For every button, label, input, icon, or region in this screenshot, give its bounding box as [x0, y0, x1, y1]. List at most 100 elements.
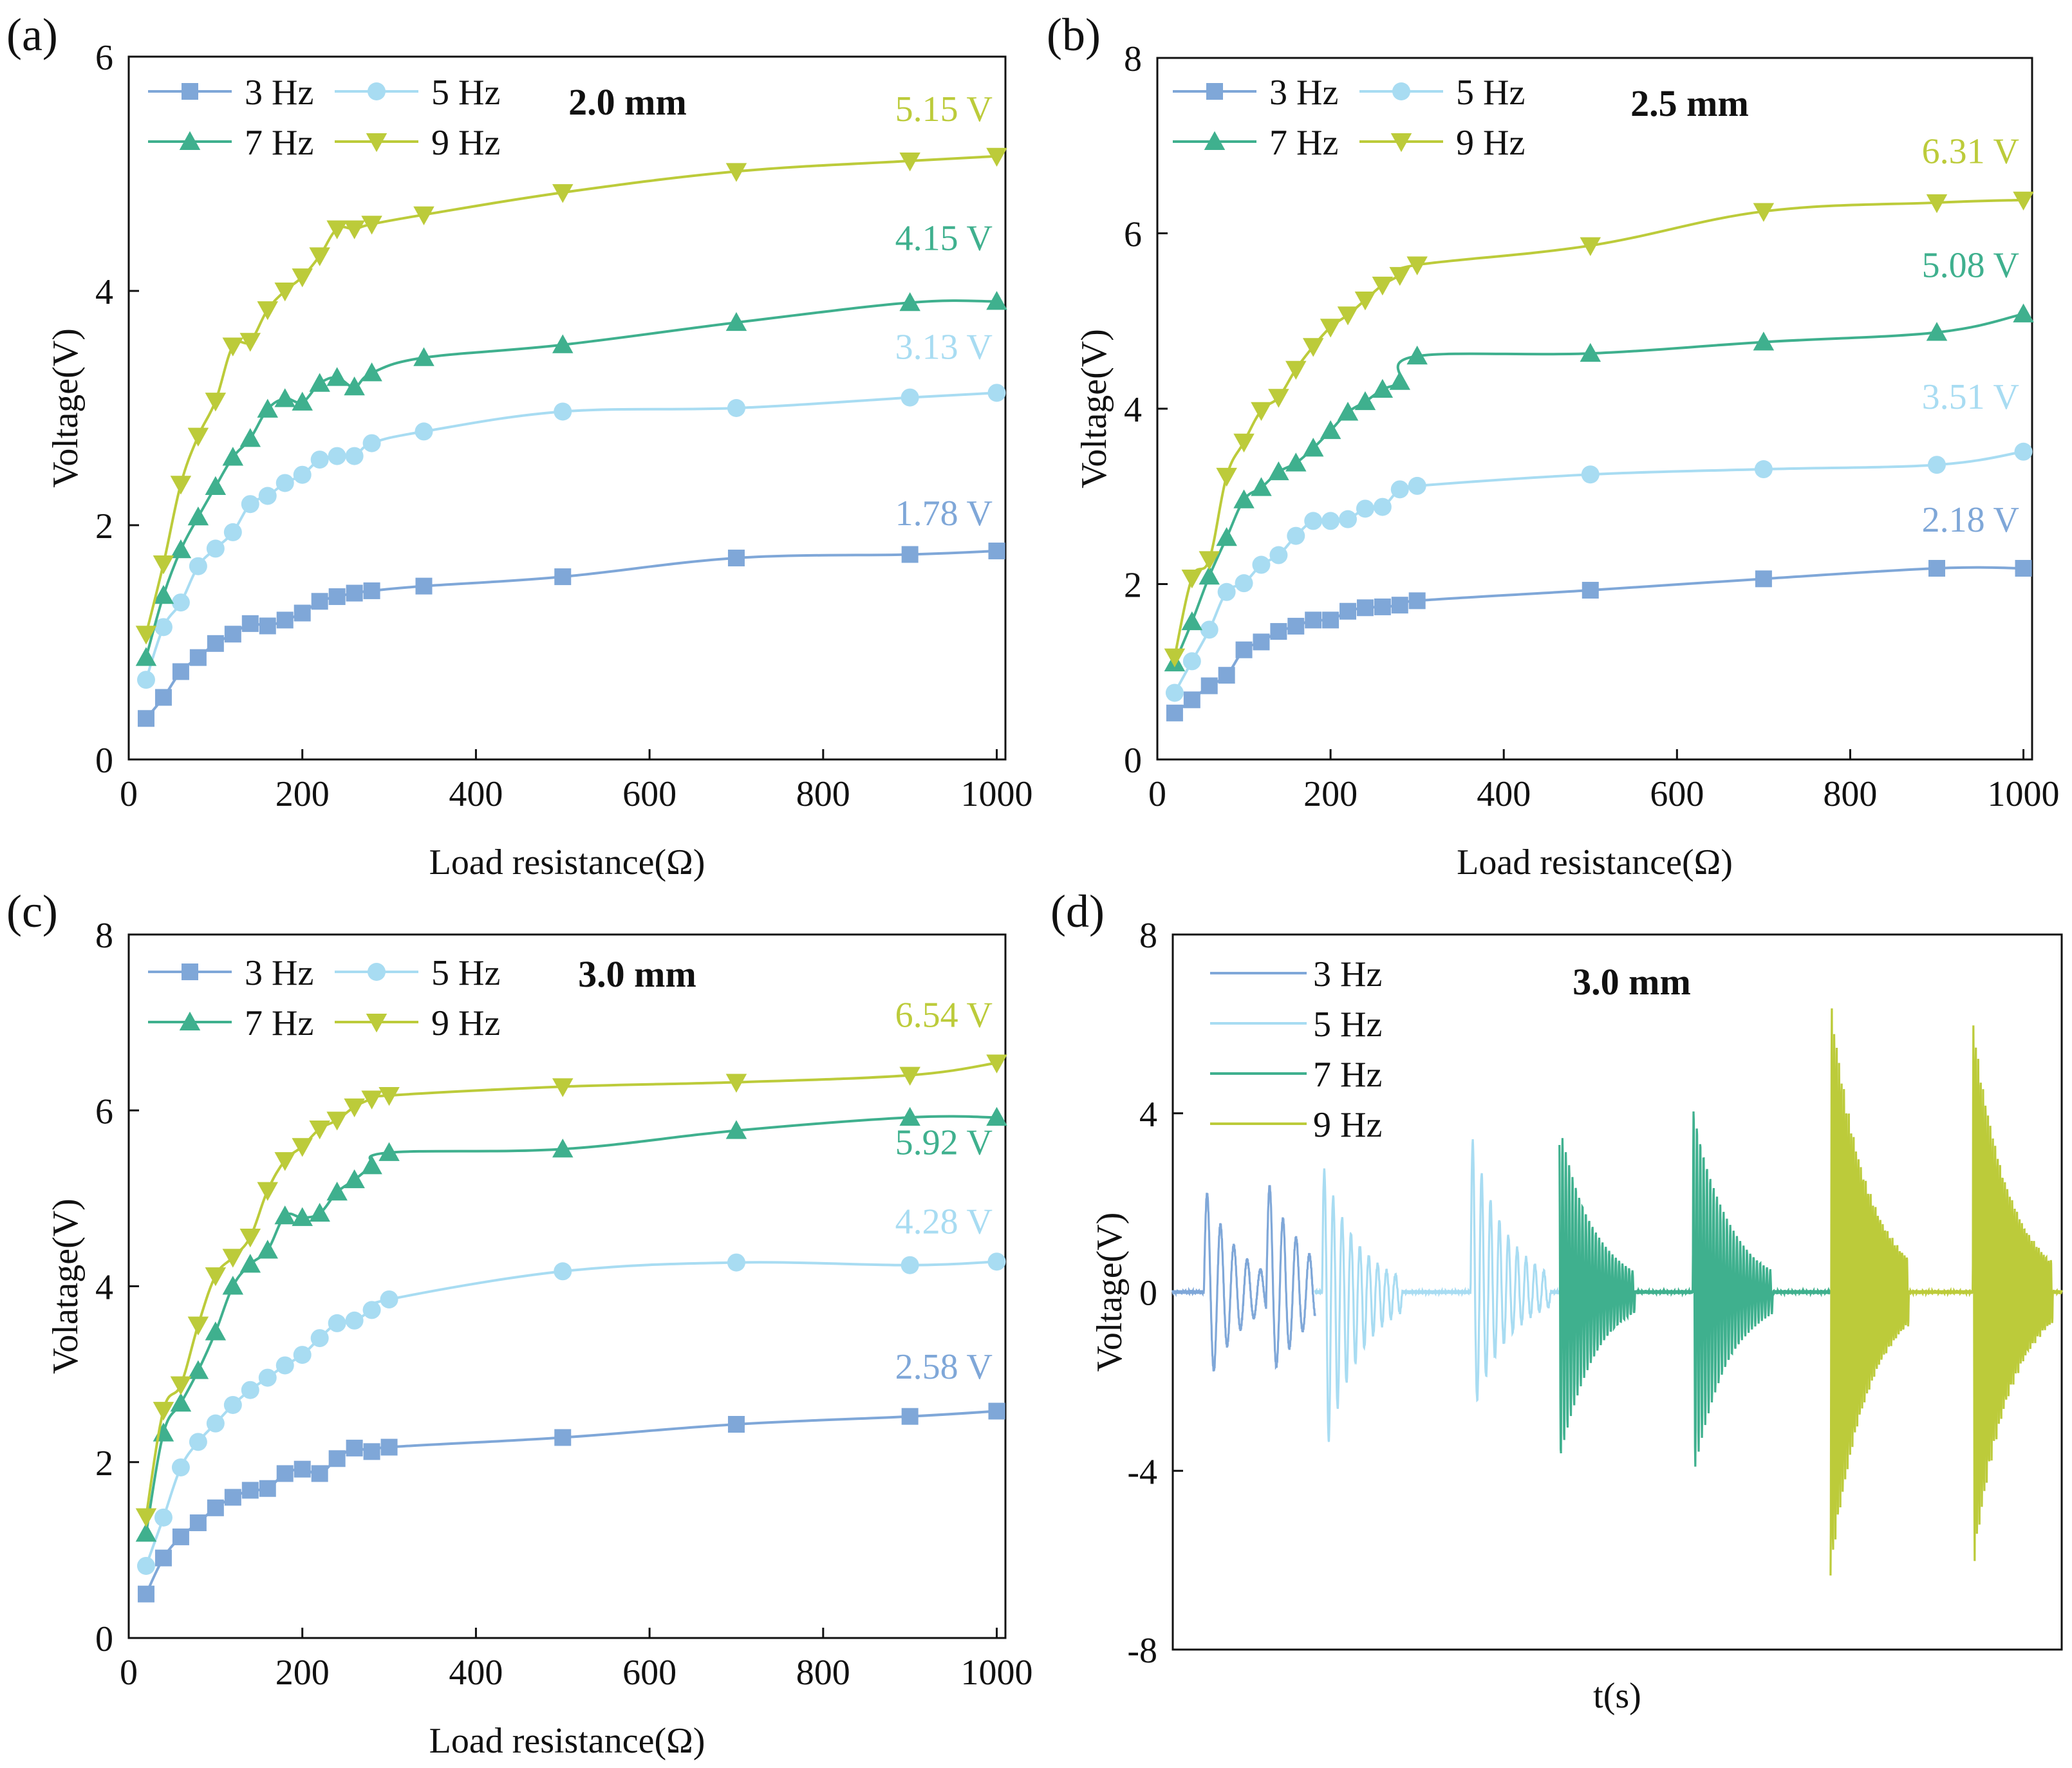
value-annotation-5-hz: 3.13 V — [895, 328, 993, 368]
data-point — [137, 710, 154, 727]
data-point — [1287, 526, 1305, 545]
data-point — [205, 393, 227, 412]
data-point — [899, 1106, 920, 1126]
data-point — [189, 1514, 207, 1532]
data-point — [901, 546, 919, 563]
data-point — [901, 1256, 919, 1274]
data-point — [361, 1090, 382, 1110]
data-point — [241, 615, 259, 632]
data-point — [899, 1066, 920, 1086]
data-point — [274, 1205, 295, 1225]
data-point — [1580, 342, 1601, 362]
x-tick-label: 200 — [275, 1653, 330, 1693]
value-annotation-5-hz: 4.28 V — [895, 1202, 993, 1242]
series-7-hz: 5.08 V — [1164, 246, 2034, 672]
data-point — [223, 523, 242, 541]
data-point — [987, 1252, 1006, 1271]
y-tick-label: 0 — [1139, 1274, 1157, 1314]
data-point — [189, 1433, 207, 1451]
data-point — [326, 1182, 348, 1201]
data-point — [378, 1142, 400, 1161]
data-point — [2015, 559, 2032, 577]
data-point — [207, 1499, 224, 1516]
y-tick-label: 0 — [1124, 741, 1142, 781]
data-point — [986, 291, 1007, 310]
data-point — [154, 1508, 173, 1527]
data-point — [1926, 194, 1948, 214]
x-axis-label: t(s) — [1593, 1676, 1641, 1716]
y-tick-label: 6 — [95, 38, 113, 78]
y-tick-label: 2 — [95, 1444, 113, 1484]
data-point — [1268, 389, 1289, 408]
waveform-9-hz — [1829, 1008, 2063, 1576]
data-point — [309, 247, 330, 266]
x-tick-label: 800 — [796, 1653, 850, 1693]
data-point — [1373, 498, 1392, 516]
data-point — [205, 1321, 227, 1341]
y-tick-label: 4 — [95, 272, 113, 312]
data-point — [988, 1402, 1005, 1420]
data-point — [1754, 460, 1773, 479]
data-point — [346, 584, 363, 602]
data-point — [223, 1395, 242, 1414]
legend-marker-7-hz — [179, 131, 201, 150]
data-point — [1320, 420, 1341, 440]
data-point — [1218, 667, 1235, 684]
data-point — [1253, 633, 1270, 651]
data-point — [170, 539, 192, 559]
legend-label-7-hz: 7 Hz — [245, 1003, 313, 1043]
data-point — [1356, 599, 1374, 617]
data-point — [988, 543, 1005, 560]
panel-c: 0 200 400 600 800 1000 0 2 4 6 8 Load resistance(Ω)… — [46, 916, 1033, 1761]
data-point — [259, 617, 276, 635]
data-point — [137, 1585, 154, 1603]
data-point — [361, 1155, 382, 1175]
data-point — [293, 465, 312, 484]
data-point — [378, 1087, 400, 1106]
y-tick-label: 8 — [1139, 916, 1157, 956]
y-tick-label: -4 — [1127, 1452, 1157, 1492]
data-point — [154, 689, 172, 706]
x-tick-label: 400 — [449, 774, 503, 814]
data-point — [276, 1465, 294, 1482]
data-point — [207, 635, 224, 652]
data-point — [293, 1346, 312, 1364]
data-point — [1389, 266, 1411, 286]
value-annotation-9-hz: 6.54 V — [895, 995, 993, 1035]
legend-label-3-hz: 3 Hz — [245, 73, 313, 113]
data-point — [1928, 559, 1945, 577]
data-point — [1305, 611, 1322, 629]
data-point — [172, 663, 189, 680]
data-point — [1408, 592, 1426, 609]
legend-marker-3-hz — [182, 83, 198, 100]
data-point — [135, 1523, 157, 1542]
panel-a: 0 200 400 600 800 1000 0 2 4 6 Load resistance(Ω) V… — [46, 38, 1033, 882]
data-point — [1183, 691, 1200, 709]
legend-marker-5-hz — [1392, 82, 1410, 100]
data-point — [187, 507, 209, 526]
value-annotation-3-hz: 1.78 V — [895, 494, 993, 534]
x-tick-label: 400 — [449, 1653, 503, 1693]
data-point — [310, 451, 329, 469]
plot-frame — [1156, 57, 2033, 761]
data-point — [224, 626, 241, 643]
data-point — [309, 1202, 330, 1222]
data-point — [725, 312, 747, 331]
data-point — [1391, 597, 1408, 614]
legend-marker-7-hz — [179, 1011, 201, 1030]
panel-d: -8 -4 0 4 8 t(s) Voltage(V) 3.0 mm 3 Hz 5 Hz 7 Hz 9… — [1090, 916, 2063, 1716]
data-point — [554, 1262, 572, 1281]
series-line-3-hz — [145, 550, 997, 720]
series-line-9-hz — [1173, 198, 2024, 658]
legend-label-9-hz: 9 Hz — [431, 123, 500, 163]
data-point — [1251, 402, 1272, 421]
data-point — [170, 1392, 192, 1412]
data-point — [276, 611, 294, 629]
data-point — [205, 1267, 227, 1287]
legend-label-5-hz: 5 Hz — [1456, 73, 1525, 113]
data-point — [1269, 546, 1288, 564]
legend-label-9-hz: 9 Hz — [431, 1003, 500, 1043]
data-point — [415, 422, 433, 441]
series-7-hz: 5.92 V — [135, 1106, 1007, 1542]
data-point — [345, 1311, 364, 1330]
